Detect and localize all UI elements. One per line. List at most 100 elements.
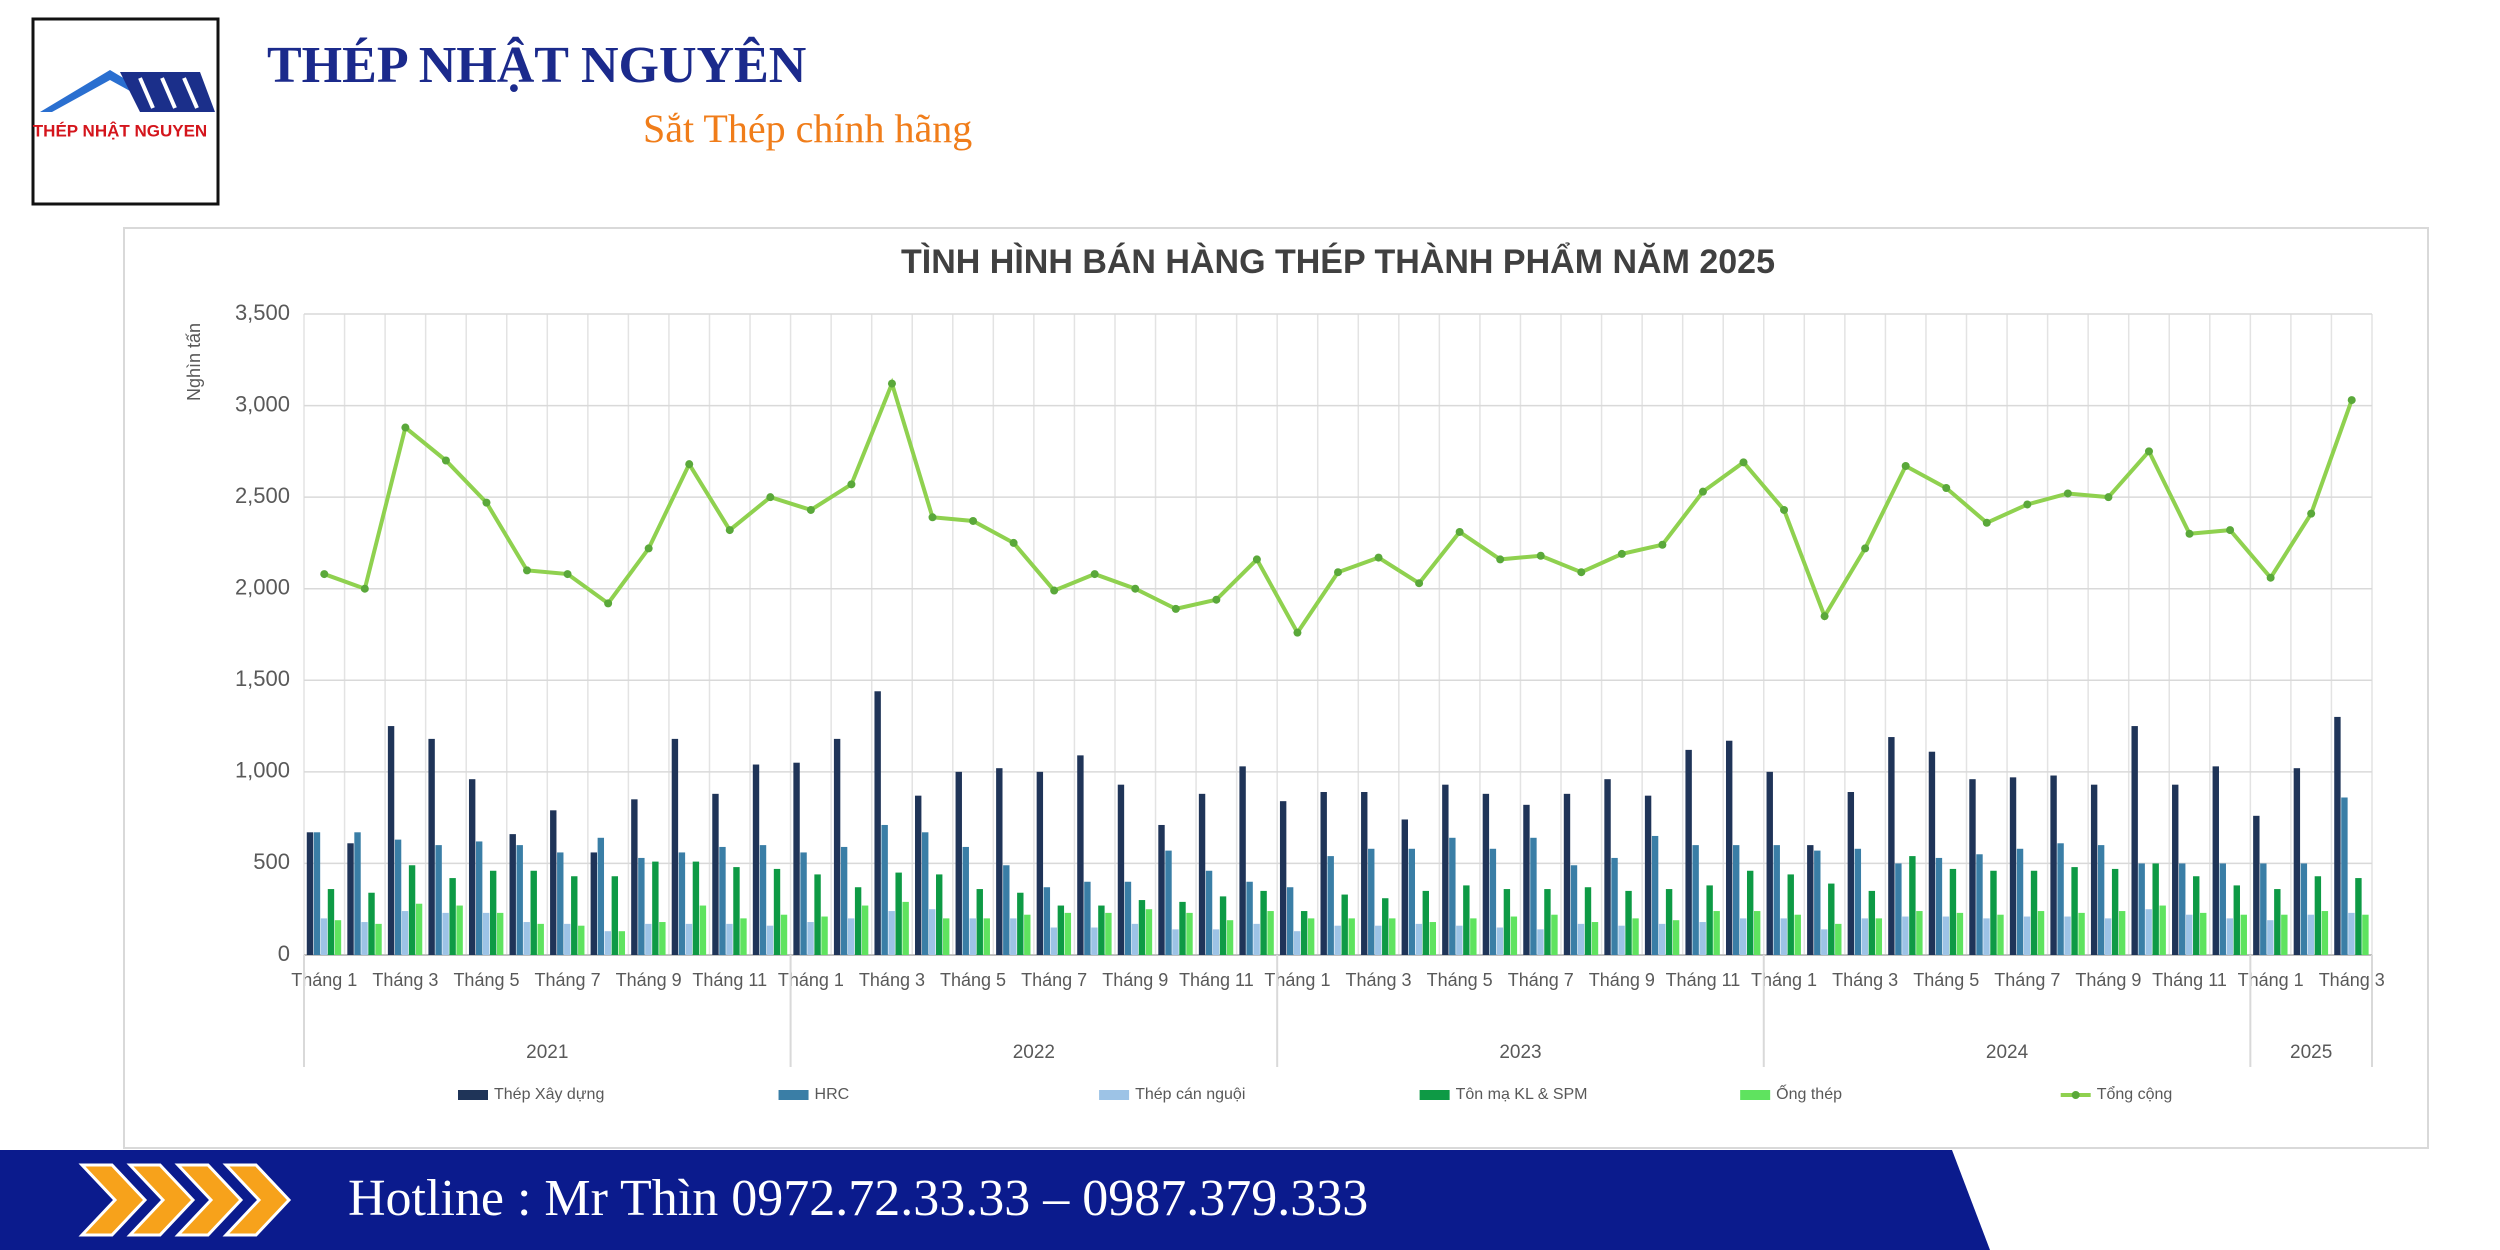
bar [2240, 914, 2247, 955]
y-tick-label: 3,000 [235, 391, 290, 416]
bar [874, 691, 881, 955]
x-group-label: 2025 [2290, 1042, 2332, 1063]
bar [1334, 925, 1341, 955]
bar [2253, 815, 2260, 955]
bar [489, 870, 497, 955]
bar [456, 905, 463, 955]
bar [1847, 792, 1855, 955]
bar [1611, 857, 1618, 955]
bar [313, 832, 321, 955]
bar [996, 768, 1003, 955]
bar [387, 726, 395, 955]
bar [793, 762, 800, 955]
bar [1828, 883, 1835, 955]
bar [1969, 779, 1976, 955]
logo-stripe [138, 77, 155, 109]
bar [2355, 878, 2362, 955]
bar [1685, 749, 1692, 955]
total-marker [887, 379, 896, 388]
chart-frame [123, 227, 2429, 1149]
bar [496, 912, 504, 955]
bar [1766, 771, 1773, 955]
y-tick-label: 0 [278, 941, 290, 966]
x-group-label: 2024 [1986, 1042, 2029, 1063]
bar [1510, 916, 1518, 955]
y-tick-label: 1,000 [235, 758, 290, 783]
bar [475, 841, 483, 955]
bar [1773, 845, 1780, 955]
bar [1739, 918, 1747, 955]
bar [929, 909, 936, 955]
x-tick-label: Tháng 9 [616, 970, 682, 990]
bar [1219, 896, 1227, 955]
total-marker [1901, 462, 1910, 471]
total-marker [1577, 568, 1586, 577]
bar [2300, 863, 2308, 955]
x-tick-label: Tháng 11 [1666, 970, 1741, 990]
bar [1422, 890, 1429, 955]
total-marker [1050, 586, 1059, 595]
x-tick-label: Tháng 7 [1021, 970, 1087, 990]
bar [1124, 881, 1132, 955]
bar [915, 795, 922, 955]
bar [645, 923, 652, 955]
bar [2097, 845, 2105, 955]
bar [2219, 863, 2226, 955]
legend-label: Tôn mạ KL & SPM [1456, 1086, 1588, 1103]
bar [1618, 925, 1625, 955]
total-marker [1698, 487, 1707, 496]
x-tick-label: Tháng 1 [1264, 970, 1330, 990]
bar [1064, 912, 1072, 955]
bar [685, 923, 693, 955]
bar [2293, 768, 2301, 955]
bar [962, 846, 969, 955]
bar [1036, 771, 1044, 955]
bar [1482, 793, 1490, 955]
bar [1780, 918, 1787, 955]
bar [1577, 923, 1585, 955]
bar [1692, 845, 1699, 955]
bar [1706, 885, 1713, 955]
total-marker [482, 498, 491, 507]
bar [1017, 892, 1024, 955]
bar [1496, 927, 1504, 955]
bar [1935, 857, 1943, 955]
bar [1861, 918, 1869, 955]
bar [2023, 916, 2031, 955]
bar [814, 874, 821, 955]
bar [1821, 929, 1828, 955]
bar [1024, 914, 1031, 955]
bar [1470, 918, 1477, 955]
bar [1895, 863, 1902, 955]
bar [1172, 929, 1179, 955]
footer-band [0, 1150, 1990, 1250]
total-marker [1009, 538, 1018, 547]
x-tick-label: Tháng 9 [1589, 970, 1655, 990]
bar [1563, 793, 1571, 955]
bar [1105, 912, 1112, 955]
total-marker [2307, 509, 2316, 518]
bar [2334, 716, 2341, 955]
bar [2260, 863, 2267, 955]
bar [2179, 863, 2186, 955]
bar [1658, 923, 1666, 955]
bar [1117, 784, 1125, 955]
bar [1463, 885, 1470, 955]
bar [361, 922, 368, 955]
x-tick-label: Tháng 3 [372, 970, 438, 990]
footer-chevrons [78, 1163, 292, 1237]
bar [1375, 925, 1382, 955]
bar [1368, 848, 1375, 955]
bar [1990, 870, 1997, 955]
bar [1382, 898, 1389, 955]
bar [1956, 912, 1964, 955]
x-tick-label: Tháng 3 [1832, 970, 1898, 990]
bar [1942, 916, 1950, 955]
bar [2111, 868, 2119, 955]
x-tick-label: Tháng 11 [1179, 970, 1254, 990]
bar [1267, 911, 1274, 955]
total-marker [563, 570, 572, 579]
bar [1253, 923, 1260, 955]
total-marker [360, 584, 369, 593]
